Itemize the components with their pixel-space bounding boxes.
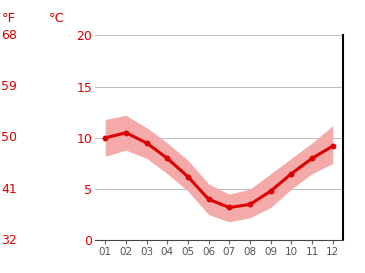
Text: 32: 32: [1, 234, 17, 247]
Text: 41: 41: [1, 183, 17, 195]
Text: 68: 68: [1, 29, 17, 42]
Text: 50: 50: [1, 131, 17, 144]
Text: °F: °F: [2, 11, 16, 25]
Text: 59: 59: [1, 80, 17, 93]
Text: °C: °C: [49, 11, 65, 25]
